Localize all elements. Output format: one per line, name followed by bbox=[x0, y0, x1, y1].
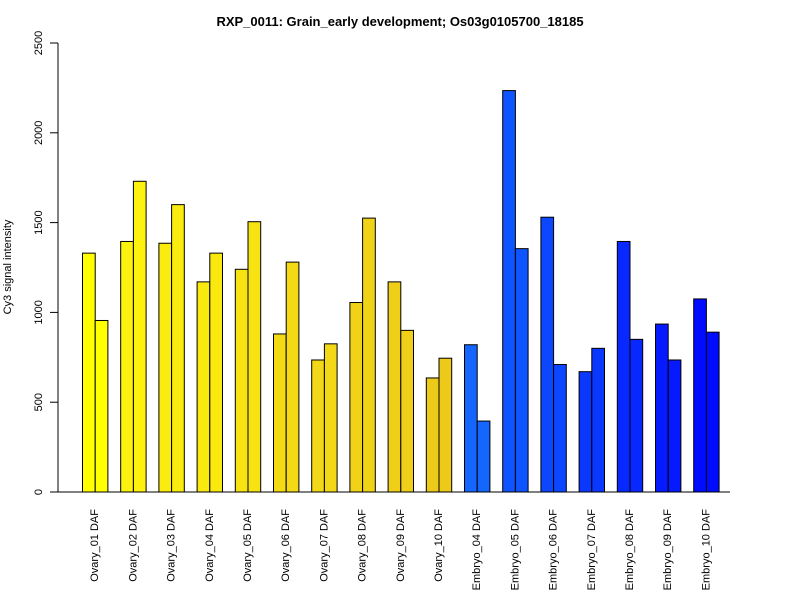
bar bbox=[247, 221, 262, 493]
x-tick-label: Ovary_07 DAF bbox=[318, 509, 330, 582]
bar bbox=[616, 240, 631, 493]
bar bbox=[400, 329, 414, 493]
bar bbox=[234, 268, 249, 493]
bar bbox=[464, 344, 478, 493]
x-tick-label: Ovary_01 DAF bbox=[89, 509, 101, 582]
x-tick-label: Embryo_06 DAF bbox=[548, 509, 560, 591]
x-tick-label: Ovary_05 DAF bbox=[242, 509, 254, 582]
y-tick-label: 2500 bbox=[33, 31, 45, 55]
bar bbox=[438, 357, 453, 493]
bar bbox=[693, 298, 707, 493]
bar bbox=[655, 323, 669, 493]
x-tick-label: Embryo_05 DAF bbox=[509, 509, 521, 591]
bar bbox=[553, 363, 567, 493]
y-tick-label: 1000 bbox=[33, 300, 45, 324]
bar bbox=[82, 252, 96, 493]
x-tick-label: Ovary_10 DAF bbox=[433, 509, 445, 582]
x-tick-label: Ovary_02 DAF bbox=[127, 509, 139, 582]
bar bbox=[629, 338, 644, 493]
bar bbox=[705, 331, 720, 493]
x-tick-label: Ovary_08 DAF bbox=[357, 509, 369, 582]
x-tick-label: Ovary_04 DAF bbox=[204, 509, 216, 582]
bar bbox=[362, 217, 376, 493]
y-axis-label: Cy3 signal intensity bbox=[2, 219, 14, 314]
y-tick-label: 500 bbox=[33, 393, 45, 411]
bar bbox=[578, 371, 593, 493]
bar bbox=[514, 248, 529, 493]
bar bbox=[349, 302, 364, 493]
bar bbox=[667, 359, 682, 493]
bar bbox=[311, 359, 325, 493]
x-tick-label: Ovary_03 DAF bbox=[166, 509, 178, 582]
chart-title: RXP_0011: Grain_early development; Os03g… bbox=[216, 14, 583, 29]
bar bbox=[120, 240, 134, 493]
y-tick-label: 1500 bbox=[33, 210, 45, 234]
x-tick-label: Ovary_06 DAF bbox=[280, 509, 292, 582]
bar bbox=[591, 347, 605, 493]
bar bbox=[540, 216, 555, 493]
bar bbox=[196, 281, 211, 493]
bars-group bbox=[82, 90, 720, 493]
bar bbox=[285, 261, 300, 493]
x-tick-label: Embryo_04 DAF bbox=[471, 509, 483, 591]
x-tick-label: Ovary_09 DAF bbox=[395, 509, 407, 582]
bar bbox=[502, 90, 516, 493]
bar bbox=[425, 377, 440, 493]
x-tick-label: Embryo_09 DAF bbox=[662, 509, 674, 591]
y-tick-label: 0 bbox=[33, 489, 45, 495]
bar bbox=[94, 319, 109, 493]
bar bbox=[323, 343, 338, 493]
bar bbox=[171, 204, 185, 493]
y-axis: 0 500 1000 1500 2000 2500 bbox=[33, 31, 59, 495]
x-tick-label: Embryo_08 DAF bbox=[624, 509, 636, 591]
bar bbox=[158, 242, 173, 493]
bar bbox=[273, 333, 287, 493]
bar bbox=[387, 281, 402, 493]
bar bbox=[132, 180, 147, 493]
y-tick-label: 2000 bbox=[33, 121, 45, 145]
x-axis: Ovary_01 DAF Ovary_02 DAF Ovary_03 DAF Ovar… bbox=[58, 491, 730, 591]
x-tick-label: Embryo_10 DAF bbox=[700, 509, 712, 591]
bar bbox=[476, 420, 491, 493]
x-tick-label: Embryo_07 DAF bbox=[586, 509, 598, 591]
bar bbox=[209, 252, 224, 493]
